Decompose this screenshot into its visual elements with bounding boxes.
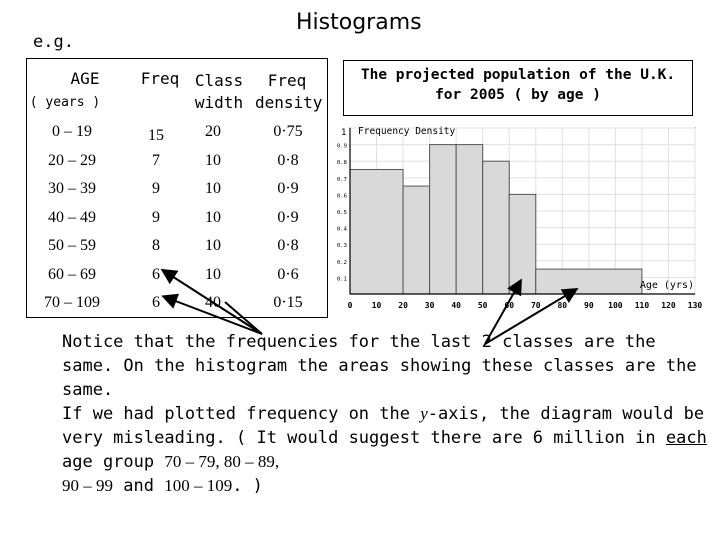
x-tick-label: 20	[398, 301, 408, 310]
table-cell-freq: 7	[152, 151, 160, 169]
y-tick-label: 0.5	[337, 210, 347, 216]
header-freq-density-2: density	[255, 93, 323, 112]
table-cell-width: 10	[205, 151, 221, 169]
x-tick-label: 0	[348, 301, 353, 310]
arrow-to-freq-70-109	[161, 293, 263, 335]
notes-p2-and: and	[113, 476, 165, 496]
header-age: AGE	[70, 69, 100, 88]
header-age-unit: ( years )	[29, 95, 101, 110]
x-tick-label: 120	[661, 301, 676, 310]
table-cell-density: 0·15	[273, 294, 303, 311]
table-cell-width: 10	[205, 180, 221, 197]
table-cell-density: 0·9	[277, 180, 299, 197]
histogram-bar	[349, 169, 404, 295]
page-title: Histograms	[296, 10, 422, 35]
table-cell-freq: 9	[152, 208, 160, 226]
x-tick-label: 10	[372, 301, 382, 310]
notes-p2-end: . )	[232, 476, 263, 496]
notes-p2-ranges-3: 100 – 109	[164, 476, 233, 495]
x-tick-label: 40	[451, 301, 461, 310]
y-tick-label: 0.9	[337, 144, 347, 150]
chart-title: The projected population of the U.K. for…	[343, 60, 693, 116]
notes-p2-b: -axis, the diagram would be very mislead…	[62, 404, 705, 448]
table-cell-age: 50 – 59	[48, 237, 96, 254]
frequency-table: AGE ( years ) Freq Class width Freq dens…	[26, 58, 328, 318]
y-tick-label: 0.3	[337, 243, 347, 249]
x-tick-label: 50	[478, 301, 488, 310]
table-cell-width: 10	[205, 265, 221, 283]
notes-p2-each: each	[665, 428, 707, 448]
table-cell-width: 20	[205, 123, 221, 140]
table-cell-age: 70 – 109	[44, 294, 100, 311]
y-tick-label: 0.1	[337, 276, 347, 282]
table-cell-freq: 9	[152, 180, 160, 197]
y-tick-label: 0.2	[337, 260, 347, 266]
header-freq-density-1: Freq	[267, 71, 307, 90]
header-class-width-2: width	[194, 93, 244, 112]
x-axis-label: Age (yrs)	[640, 280, 694, 291]
notes-p2-y: y	[420, 404, 428, 423]
table-cell-age: 40 – 49	[48, 208, 96, 226]
x-tick-label: 130	[688, 301, 703, 310]
example-label: e.g.	[33, 32, 74, 52]
notes-p2-c: age group	[62, 452, 165, 472]
notes-p2-ranges-1: 70 – 79, 80 – 89,	[164, 452, 280, 471]
table-cell-freq: 8	[152, 237, 160, 254]
header-class-width-1: Class	[194, 71, 244, 90]
table-cell-age: 0 – 19	[52, 123, 92, 140]
x-tick-label: 80	[557, 301, 567, 310]
x-tick-label: 60	[504, 301, 514, 310]
x-tick-label: 110	[635, 301, 650, 310]
y-tick-label: 0.8	[337, 160, 347, 166]
arrow-to-width-40	[224, 301, 263, 335]
table-cell-density: 0·8	[277, 151, 299, 169]
table-cell-age: 60 – 69	[48, 265, 96, 283]
x-tick-label: 100	[608, 301, 623, 310]
arrow-to-bar-70-110	[484, 287, 579, 345]
table-cell-age: 30 – 39	[48, 180, 96, 197]
y-axis-label: Frequency Density	[358, 126, 456, 137]
table-cell-age: 20 – 29	[48, 151, 96, 169]
y-tick-label: 0.7	[337, 177, 347, 183]
chart-title-line2: for 2005 ( by age )	[435, 87, 601, 103]
x-tick-label: 30	[425, 301, 435, 310]
histogram-bar	[455, 144, 484, 295]
explanation-notes: Notice that the frequencies for the last…	[62, 330, 712, 498]
notes-p2-ranges-2: 90 – 99	[62, 476, 113, 495]
table-cell-density: 0·75	[273, 123, 303, 140]
x-tick-label: 70	[531, 301, 541, 310]
x-tick-label: 90	[584, 301, 594, 310]
notes-p2-a: If we had plotted frequency on the	[62, 404, 421, 424]
chart-title-line1: The projected population of the U.K.	[360, 67, 676, 83]
table-cell-width: 10	[205, 208, 221, 226]
y-tick-label: 0.4	[337, 227, 348, 233]
table-cell-freq: 6	[152, 294, 160, 311]
histogram-bar	[402, 185, 431, 295]
table-cell-freq: 6	[152, 265, 160, 283]
table-cell-density: 0·8	[277, 237, 299, 254]
notes-paragraph-2: If we had plotted frequency on the y-axi…	[62, 402, 712, 498]
notes-paragraph-1: Notice that the frequencies for the last…	[62, 332, 697, 400]
arrow-to-freq-60-69	[160, 268, 263, 335]
table-cell-density: 0·9	[277, 208, 299, 226]
table-cell-density: 0·6	[277, 265, 299, 283]
table-cell-width: 10	[205, 237, 221, 254]
table-cell-freq: 15	[148, 127, 164, 144]
header-freq: Freq	[140, 69, 180, 88]
y-tick-label: 0.6	[337, 193, 347, 199]
arrow-to-bar-60-70	[484, 278, 522, 345]
y-top-label: 1	[341, 128, 346, 138]
histogram-chart: 0 10 20 30 40 50 60 70 80 90 100 110 120 130 0.1 0.2 0.3…	[337, 126, 703, 310]
